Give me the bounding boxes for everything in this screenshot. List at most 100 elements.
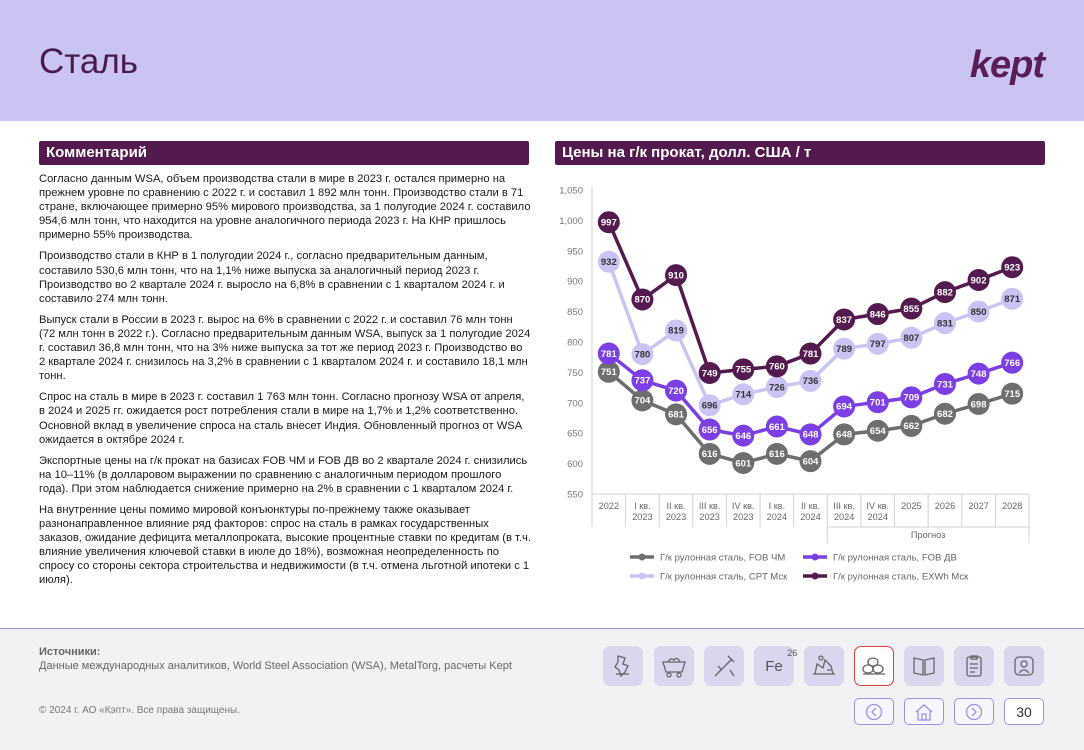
footer xyxy=(0,629,1084,750)
ore-icon[interactable] xyxy=(603,646,643,686)
x-tick-label: 2023 xyxy=(733,512,753,522)
data-label: 902 xyxy=(971,275,987,286)
data-point xyxy=(866,419,889,442)
data-label: 661 xyxy=(769,422,786,433)
data-point xyxy=(933,372,956,395)
x-tick-label: 2025 xyxy=(901,501,921,511)
x-tick-label: II кв. xyxy=(801,501,820,511)
data-label: 819 xyxy=(668,326,684,337)
data-label: 681 xyxy=(668,410,685,421)
y-tick-label: 800 xyxy=(567,338,583,349)
data-point xyxy=(900,414,923,437)
data-point xyxy=(967,362,990,385)
data-label: 910 xyxy=(668,270,684,281)
x-tick-label: III кв. xyxy=(699,501,721,511)
data-point xyxy=(597,342,620,365)
forecast-label: Прогноз xyxy=(911,530,945,540)
comment-paragraph: Производство стали в КНР в 1 полугодии 2… xyxy=(39,250,505,305)
comment-body: Согласно данным WSA, объем производства … xyxy=(39,172,531,595)
comment-paragraph: Согласно данным WSA, объем производства … xyxy=(39,173,531,242)
sources-label: Источники: xyxy=(39,646,101,658)
x-tick-label: III кв. xyxy=(833,501,855,511)
data-label: 682 xyxy=(937,409,953,420)
x-tick-label: 2024 xyxy=(868,512,888,522)
comment-paragraph: Выпуск стали в России в 2023 г. вырос на… xyxy=(39,313,531,383)
page-title: Сталь xyxy=(39,42,139,81)
y-tick-label: 550 xyxy=(567,490,583,501)
data-label: 736 xyxy=(803,376,819,387)
y-tick-label: 600 xyxy=(567,459,583,470)
data-point xyxy=(698,442,721,465)
legend-marker xyxy=(811,572,819,580)
data-point xyxy=(833,395,856,418)
data-point xyxy=(1001,256,1024,279)
data-label: 698 xyxy=(971,399,987,410)
data-label: 601 xyxy=(735,458,752,469)
data-point xyxy=(967,268,990,291)
y-tick-label: 750 xyxy=(567,368,583,379)
data-label: 696 xyxy=(702,401,718,412)
x-tick-label: 2023 xyxy=(666,512,686,522)
data-label: 751 xyxy=(601,367,618,378)
data-point xyxy=(933,281,956,304)
data-point xyxy=(732,424,755,447)
x-tick-label: IV кв. xyxy=(866,501,889,511)
data-label: 748 xyxy=(971,369,987,380)
prev-page-button[interactable] xyxy=(854,698,894,725)
x-tick-label: 2028 xyxy=(1002,501,1022,511)
data-label: 662 xyxy=(903,421,919,432)
x-tick-label: 2026 xyxy=(935,501,955,511)
data-point xyxy=(833,337,856,360)
home-button[interactable] xyxy=(904,698,944,725)
factory-icon[interactable] xyxy=(804,646,844,686)
data-label: 766 xyxy=(1004,358,1020,369)
person-icon[interactable] xyxy=(1004,646,1044,686)
x-tick-label: 2024 xyxy=(834,512,854,522)
legend-label: Г/к рулонная сталь, FOB ЧМ xyxy=(660,553,785,564)
data-label: 780 xyxy=(634,349,650,360)
comment-paragraph: Спрос на сталь в мире в 2023 г. составил… xyxy=(39,391,525,446)
data-label: 709 xyxy=(903,393,919,404)
steel-rolls-icon[interactable] xyxy=(854,646,894,686)
sources-text: Данные международных аналитиков, World S… xyxy=(39,660,512,672)
x-tick-label: 2022 xyxy=(599,501,619,511)
next-page-button[interactable] xyxy=(954,698,994,725)
data-point xyxy=(732,358,755,381)
price-chart: 550 600 650 700 750 800 850 900 950 1,000 1,050 202… xyxy=(555,175,1045,595)
y-tick-label: 850 xyxy=(567,307,583,318)
data-label: 850 xyxy=(971,307,987,318)
data-label: 923 xyxy=(1004,263,1020,274)
drill-icon[interactable] xyxy=(704,646,744,686)
header-band: Сталь kept xyxy=(0,0,1084,121)
clipboard-icon[interactable] xyxy=(954,646,994,686)
iron-element-icon[interactable]: 26 Fe xyxy=(754,646,798,686)
data-label: 715 xyxy=(1004,389,1021,400)
data-point xyxy=(866,332,889,355)
data-label: 846 xyxy=(870,309,886,320)
x-tick-label: I кв. xyxy=(634,501,651,511)
data-label: 855 xyxy=(903,304,920,315)
chart-heading: Цены на г/к прокат, долл. США / т xyxy=(555,141,1045,165)
iron-atomic-number: 26 xyxy=(787,647,798,658)
home-icon xyxy=(915,703,933,721)
data-label: 694 xyxy=(836,402,853,413)
data-point xyxy=(631,343,654,366)
mine-cart-icon[interactable] xyxy=(654,646,694,686)
data-label: 737 xyxy=(634,376,650,387)
data-point xyxy=(833,308,856,331)
data-point xyxy=(698,394,721,417)
data-point xyxy=(765,375,788,398)
data-label: 932 xyxy=(601,257,617,268)
copyright: © 2024 г. АО «Кэпт». Все права защищены. xyxy=(39,705,240,716)
data-point xyxy=(900,326,923,349)
book-icon[interactable] xyxy=(904,646,944,686)
y-tick-label: 1,000 xyxy=(559,216,583,227)
data-point xyxy=(799,342,822,365)
comment-heading: Комментарий xyxy=(39,141,529,165)
data-label: 749 xyxy=(702,368,718,379)
data-point xyxy=(799,423,822,446)
legend-marker xyxy=(638,572,646,580)
data-label: 997 xyxy=(601,218,617,229)
data-point xyxy=(900,386,923,409)
x-tick-label: 2023 xyxy=(632,512,652,522)
